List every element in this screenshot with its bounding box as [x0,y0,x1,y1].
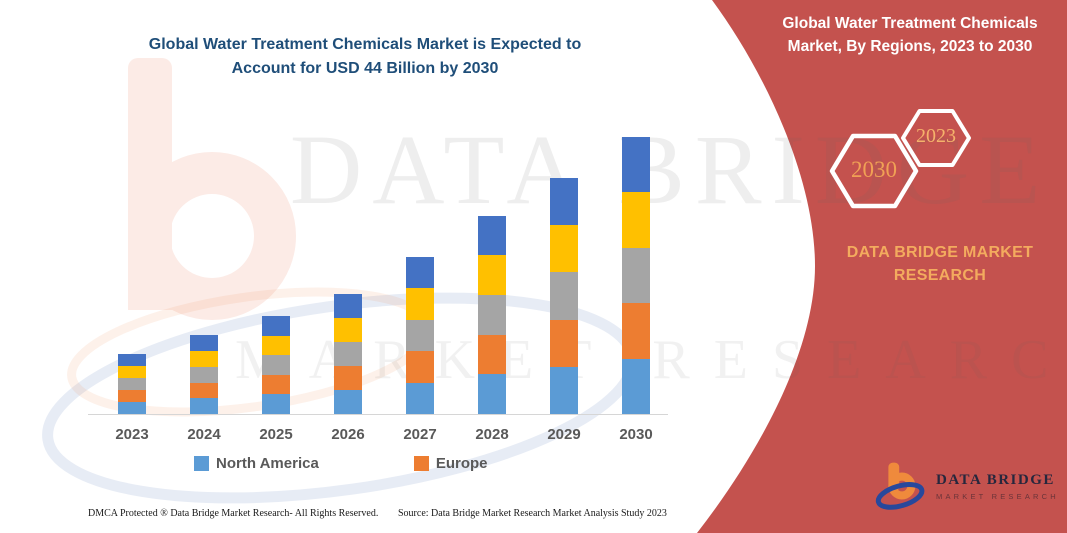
chart-title: Global Water Treatment Chemicals Market … [105,33,625,81]
bar-segment-unlabeled-yellow-segment [622,192,650,248]
bar-segment-unlabeled-gray-segment [190,366,218,383]
bar-stack-2029 [550,177,578,414]
bar-segment-europe [334,366,362,391]
panel-title-line1: Global Water Treatment Chemicals [782,15,1038,32]
bar-segment-europe [262,374,290,395]
chart-title-line1: Global Water Treatment Chemicals Market … [148,36,582,53]
data-bridge-logo: DATA BRIDGE MARKET RESEARCH [874,458,1059,514]
bar-segment-unlabeled-gray-segment [406,319,434,351]
bar-segment-unlabeled-yellow-segment [478,255,506,295]
hexagon-2030-outline [829,133,919,209]
logo-tagline-text: MARKET RESEARCH [936,491,1059,501]
bar-segment-north-america [406,382,434,414]
bar-segment-unlabeled-dark-blue-segment [406,256,434,288]
legend-swatch [413,456,429,471]
hexagon-2023-outline [901,109,971,167]
bar-segment-unlabeled-dark-blue-segment [622,136,650,193]
legend-item: Europe [413,455,488,472]
bar-stack-2023 [118,354,146,414]
chart-title-line2: Account for USD 44 Billion by 2030 [231,60,499,77]
bar-stack-2030 [622,136,650,414]
hexagon-year-2030-label: 2030 [851,157,897,182]
bar-column [456,130,528,414]
bar-segment-north-america [190,398,218,414]
x-axis-label: 2029 [547,426,581,443]
bar-segment-unlabeled-yellow-segment [118,366,146,379]
data-bridge-b-icon [875,462,925,510]
bar-segment-unlabeled-dark-blue-segment [118,354,146,367]
logo-name-text: DATA BRIDGE [936,471,1055,488]
x-axis-label: 2025 [259,426,293,443]
bar-segment-unlabeled-dark-blue-segment [334,294,362,319]
x-axis-label: 2023 [115,426,149,443]
x-axis-label: 2028 [475,426,509,443]
bar-segment-unlabeled-yellow-segment [550,225,578,273]
legend-label: North America [216,455,319,472]
panel-title-line2: Market, By Regions, 2023 to 2030 [787,38,1033,55]
bar-segment-unlabeled-gray-segment [550,272,578,320]
bar-stack-2024 [190,335,218,414]
bar-segment-unlabeled-dark-blue-segment [262,316,290,336]
bar-segment-north-america [478,374,506,414]
bar-segment-unlabeled-gray-segment [118,378,146,391]
bar-segment-north-america [262,394,290,414]
x-axis-label: 2027 [403,426,437,443]
bar-chart [96,130,672,414]
bar-segment-unlabeled-yellow-segment [334,318,362,343]
x-axis-label: 2024 [187,426,221,443]
legend-item: North America [194,455,319,472]
brand-wordmark-line2: RESEARCH [893,267,987,284]
bar-column [528,130,600,414]
bar-segment-unlabeled-gray-segment [262,355,290,375]
source-text: Source: Data Bridge Market Research Mark… [398,508,667,519]
bar-segment-unlabeled-dark-blue-segment [478,215,506,256]
bar-segment-europe [478,334,506,375]
bar-segment-europe [622,303,650,359]
legend-swatch [194,456,209,471]
x-axis-label: 2026 [331,426,365,443]
bar-segment-north-america [550,366,578,414]
bar-column [384,130,456,414]
x-axis-line [88,414,668,415]
bar-column [96,130,168,414]
bar-segment-north-america [334,390,362,414]
panel-title: Global Water Treatment Chemicals Market,… [755,12,1065,58]
dmca-copyright-text: DMCA Protected ® Data Bridge Market Rese… [88,508,379,519]
bar-segment-europe [190,382,218,399]
bar-column [600,130,672,414]
bar-segment-europe [406,351,434,383]
bar-stack-2028 [478,215,506,414]
logo-text-block: DATA BRIDGE MARKET RESEARCH [936,472,1059,501]
bar-segment-unlabeled-dark-blue-segment [550,177,578,225]
bar-stack-2026 [334,294,362,414]
bar-segment-unlabeled-gray-segment [478,294,506,335]
brand-wordmark: DATA BRIDGE MARKET RESEARCH [800,241,1067,287]
bar-segment-unlabeled-gray-segment [334,342,362,367]
bar-segment-unlabeled-dark-blue-segment [190,335,218,351]
hexagon-year-2023-label: 2023 [916,125,956,147]
bar-segment-unlabeled-gray-segment [622,247,650,304]
bar-segment-unlabeled-yellow-segment [190,351,218,367]
bar-column [240,130,312,414]
bar-segment-north-america [622,358,650,414]
bar-stack-2027 [406,256,434,414]
x-axis-labels: 2023 2024 2025 2026 2027 2028 2029 2030 [96,426,672,443]
bar-column [312,130,384,414]
brand-wordmark-line1: DATA BRIDGE MARKET [846,244,1034,261]
chart-legend: North America Europe [88,455,668,472]
bar-column [168,130,240,414]
x-axis-label: 2030 [619,426,653,443]
bar-segment-europe [550,319,578,367]
watermark-text-market-research: MARKET RESEARCH [235,329,1067,391]
legend-label: Europe [435,455,488,472]
bar-stack-2025 [262,316,290,414]
bar-segment-europe [118,390,146,403]
bar-segment-unlabeled-yellow-segment [262,335,290,356]
bar-segment-unlabeled-yellow-segment [406,288,434,320]
bar-segment-north-america [118,402,146,414]
bar-columns [96,130,672,414]
